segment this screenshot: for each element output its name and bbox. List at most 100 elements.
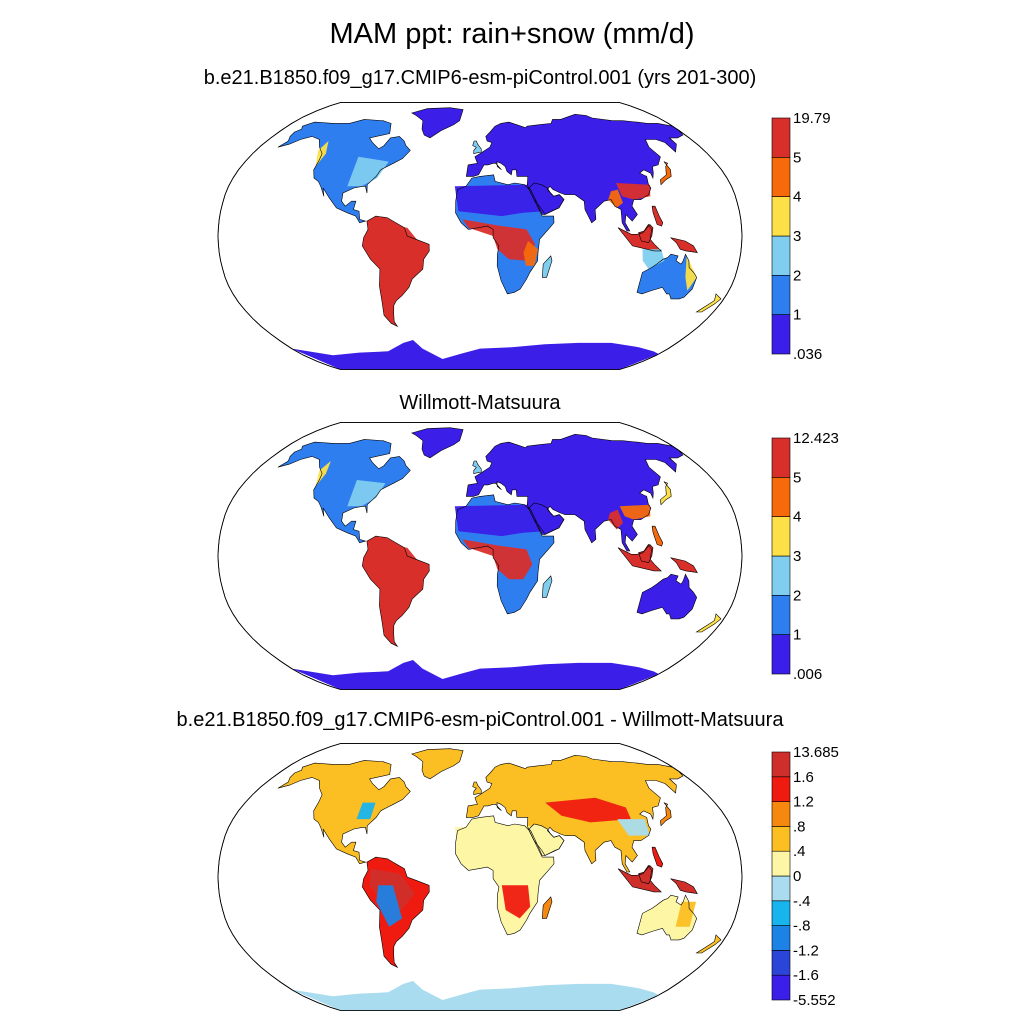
colorbar-tick-label: -1.2 [793, 942, 819, 959]
colorbar-box [771, 235, 791, 276]
map-boundary [217, 102, 743, 370]
coastline-africa [455, 174, 555, 295]
colorbar-tick-label: 2 [793, 267, 801, 284]
coastline-japan [660, 481, 672, 506]
land-philippines [652, 526, 663, 547]
colorbar-box [771, 925, 791, 951]
coastline-madagascar [541, 255, 553, 278]
land-philippines [652, 206, 663, 227]
coastline-japan [660, 161, 672, 186]
land-australia [637, 574, 697, 619]
colorbar-box [771, 751, 791, 778]
colorbar-box [771, 826, 791, 852]
coastline-arabia [528, 823, 565, 856]
coastline-eurasia [465, 113, 684, 232]
land-greenland [411, 748, 464, 779]
field-central-asia-positive [545, 797, 631, 823]
colorbar-tick-label: -.8 [793, 918, 811, 935]
coastline-philippines [651, 525, 664, 547]
panel-2-title: Willmott-Matsuura [399, 392, 561, 414]
land-britain [472, 141, 482, 154]
land-new-guinea [670, 878, 698, 894]
colorbar-box [771, 555, 791, 596]
land-antarctica [291, 340, 659, 370]
field-central-africa-wet [462, 539, 533, 580]
colorbar-box [771, 274, 791, 315]
colorbar-box [771, 801, 791, 827]
colorbar-tick-label: 3 [793, 228, 801, 245]
colorbar-box [771, 850, 791, 877]
colorbar-tick-label: -1.6 [793, 967, 819, 984]
coastline-arabia [528, 502, 565, 535]
coastline-greenland [411, 107, 464, 139]
coastline-britain [472, 140, 482, 154]
coastline-south-america [361, 535, 430, 648]
colorbar-tick-label: 1.2 [793, 794, 814, 811]
coastline-new-zealand [695, 613, 722, 633]
map-panel-3 [217, 743, 743, 1011]
colorbar-tick-label: 13.685 [793, 744, 839, 761]
land-madagascar [542, 575, 552, 598]
colorbar-box [771, 157, 791, 197]
colorbar-1: 19.79 5 4 3 2 1 .036 [771, 110, 831, 363]
coastline-new-guinea [670, 878, 698, 894]
coastline-greenland [411, 427, 464, 459]
colorbar-tick-label: 3 [793, 548, 801, 565]
coastline-new-guinea [670, 557, 698, 573]
field-qld [685, 255, 697, 291]
field-east-africa [523, 241, 538, 266]
coastline-eurasia [465, 754, 684, 873]
colorbar-box [771, 196, 791, 237]
colorbar-box [771, 950, 791, 976]
map-panel-1 [217, 102, 743, 370]
land-britain [472, 461, 482, 474]
land-north-america [277, 439, 411, 543]
colorbar-box [771, 974, 791, 1001]
coastline-south-america [361, 856, 430, 969]
coastline-britain [472, 781, 482, 795]
colorbar-tick-label: 0 [793, 868, 801, 885]
colorbar-tick-label: 19.79 [793, 110, 831, 127]
field-amazon-wet [366, 542, 425, 586]
land-eurasia [466, 434, 683, 551]
colorbar-box [771, 594, 791, 635]
field-burma [608, 189, 623, 208]
map-frame [217, 102, 743, 370]
coastline-new-zealand [695, 293, 722, 313]
colorbar-box [771, 314, 791, 355]
map-boundary [217, 422, 743, 690]
colorbar-tick-label: -.4 [793, 893, 811, 910]
colorbar-tick-label: 1 [793, 627, 801, 644]
land-borneo [638, 544, 653, 563]
coastline-australia [636, 894, 698, 941]
coastline-eurasia [465, 433, 684, 552]
land-madagascar [542, 896, 552, 919]
colorbar-tick-label: .036 [793, 346, 822, 363]
colorbar-box [771, 875, 791, 902]
coastline-north-america [277, 439, 411, 544]
field-south-china-wet [616, 183, 651, 200]
coastline-greenland [411, 748, 464, 780]
colorbar-3: 13.685 1.6 1.2 .8 .4 0 -.4 -.8 -1.2 -1.6 -5.552 [771, 744, 839, 1009]
field-south-africa-positive [501, 885, 531, 919]
colorbar-tick-label: .006 [793, 666, 822, 683]
field-burma [608, 509, 623, 530]
field-sahara-dry [454, 184, 554, 217]
colorbar-tick-label: 5 [793, 469, 801, 486]
coastline-borneo [638, 223, 654, 243]
colorbar-box [771, 900, 791, 926]
land-philippines [652, 847, 663, 868]
coastline-madagascar [541, 575, 553, 598]
colorbar-box [771, 516, 791, 557]
field-nw-australia [642, 249, 665, 270]
main-title: MAM ppt: rain+snow (mm/d) [329, 18, 695, 50]
field-amazon-wet [366, 222, 425, 270]
field-east-us [347, 480, 386, 507]
colorbar-box [771, 634, 791, 675]
colorbar-2: 12.423 5 4 3 2 1 .006 [771, 430, 839, 683]
coastline-philippines [651, 205, 664, 227]
field-sahara-zero [454, 825, 554, 858]
colorbar-box [771, 117, 791, 158]
field-sahara-dry [454, 504, 554, 537]
coastline-philippines [651, 846, 664, 868]
